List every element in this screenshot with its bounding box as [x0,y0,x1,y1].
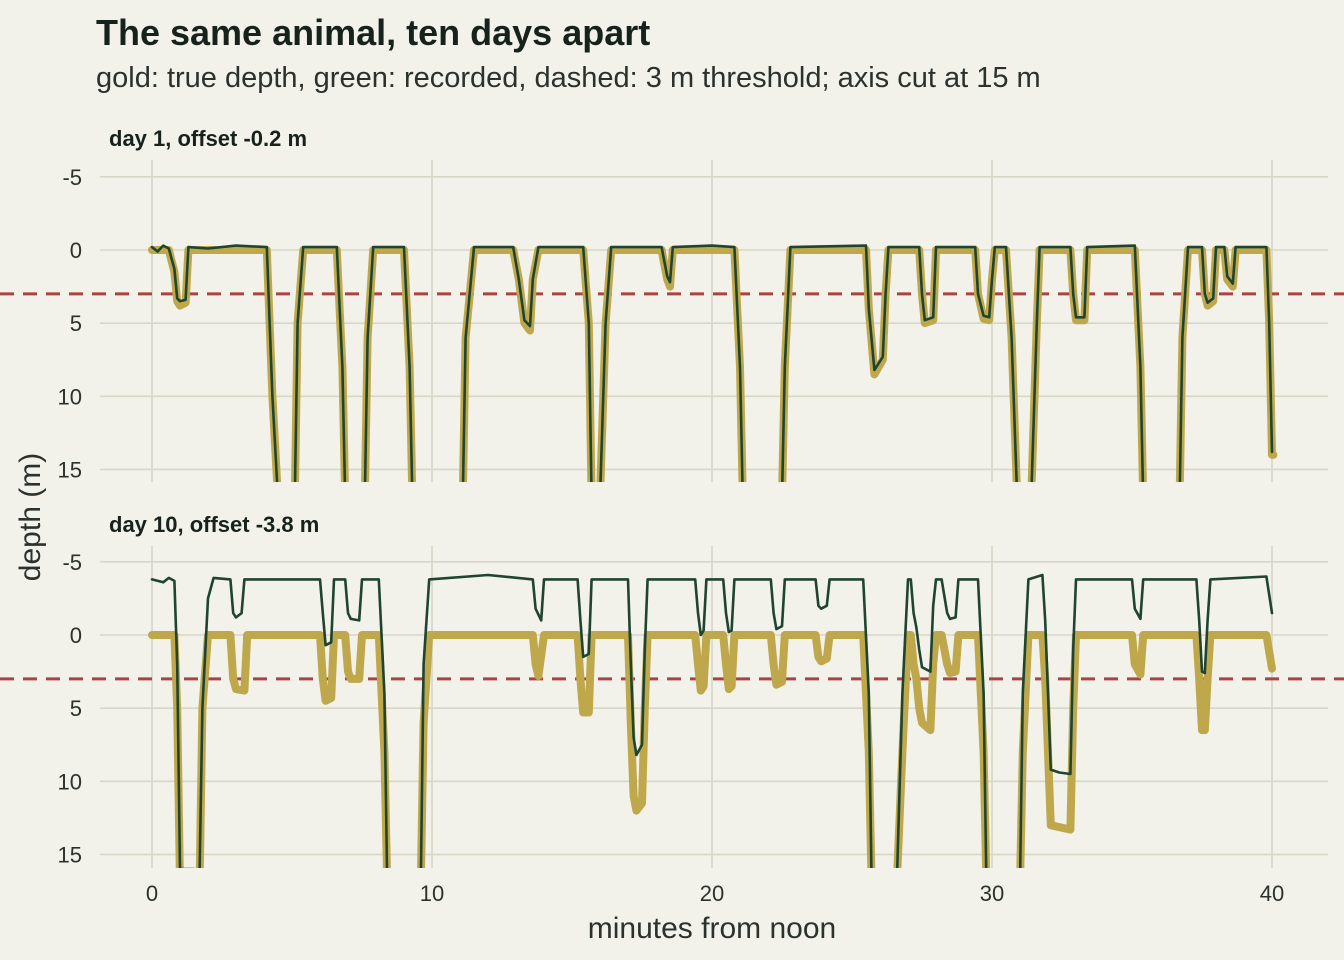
y-tick-label: 15 [58,457,82,482]
y-tick-label: 5 [70,311,82,336]
chart-title: The same animal, ten days apart [96,12,651,53]
y-tick-label: -5 [62,550,82,575]
series-group [148,244,1278,482]
x-tick-label: 40 [1260,881,1284,906]
y-tick-label: 15 [58,842,82,867]
panel-strip-label: day 1, offset -0.2 m [109,126,307,151]
series-group [148,573,1276,868]
recorded-depth-line [150,244,1274,482]
x-tick-label: 30 [980,881,1004,906]
y-tick-label: 10 [58,384,82,409]
y-axis-title: depth (m) [14,453,47,581]
y-tick-label: 5 [70,696,82,721]
y-tick-label: -5 [62,165,82,190]
y-tick-label: 0 [70,238,82,263]
x-axis-title: minutes from noon [588,912,836,945]
true-depth-line [148,631,1276,868]
x-tick-label: 0 [146,881,158,906]
y-tick-label: 10 [58,769,82,794]
panel-2: day 10, offset -3.8 m -5 0 5 10 15 [0,512,1344,868]
y-tick-label: 0 [70,623,82,648]
recorded-depth-line [150,573,1274,868]
panel-1: day 1, offset -0.2 m -5 0 5 10 15 [0,126,1344,482]
x-tick-label: 20 [700,881,724,906]
panel-strip-label: day 10, offset -3.8 m [109,512,319,537]
chart-subtitle: gold: true depth, green: recorded, dashe… [96,62,1041,94]
x-tick-label: 10 [420,881,444,906]
